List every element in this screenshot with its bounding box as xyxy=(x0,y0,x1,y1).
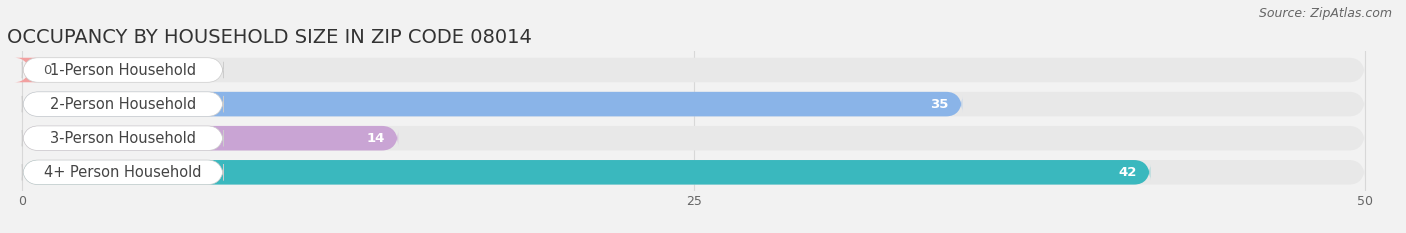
FancyBboxPatch shape xyxy=(22,92,224,116)
FancyBboxPatch shape xyxy=(22,160,224,185)
Text: 14: 14 xyxy=(367,132,385,145)
Text: OCCUPANCY BY HOUSEHOLD SIZE IN ZIP CODE 08014: OCCUPANCY BY HOUSEHOLD SIZE IN ZIP CODE … xyxy=(7,28,531,47)
Text: 0: 0 xyxy=(44,64,52,76)
FancyBboxPatch shape xyxy=(22,58,1365,82)
FancyBboxPatch shape xyxy=(22,126,1365,151)
FancyBboxPatch shape xyxy=(14,58,38,82)
FancyBboxPatch shape xyxy=(22,160,1365,185)
Text: 4+ Person Household: 4+ Person Household xyxy=(44,165,201,180)
Text: 35: 35 xyxy=(931,98,949,111)
FancyBboxPatch shape xyxy=(22,160,1150,185)
FancyBboxPatch shape xyxy=(22,58,224,82)
Text: 3-Person Household: 3-Person Household xyxy=(49,131,195,146)
Text: Source: ZipAtlas.com: Source: ZipAtlas.com xyxy=(1258,7,1392,20)
Text: 42: 42 xyxy=(1118,166,1137,179)
FancyBboxPatch shape xyxy=(22,92,962,116)
FancyBboxPatch shape xyxy=(22,126,224,151)
Text: 1-Person Household: 1-Person Household xyxy=(49,62,195,78)
Text: 2-Person Household: 2-Person Household xyxy=(49,97,195,112)
FancyBboxPatch shape xyxy=(22,126,398,151)
FancyBboxPatch shape xyxy=(22,92,1365,116)
